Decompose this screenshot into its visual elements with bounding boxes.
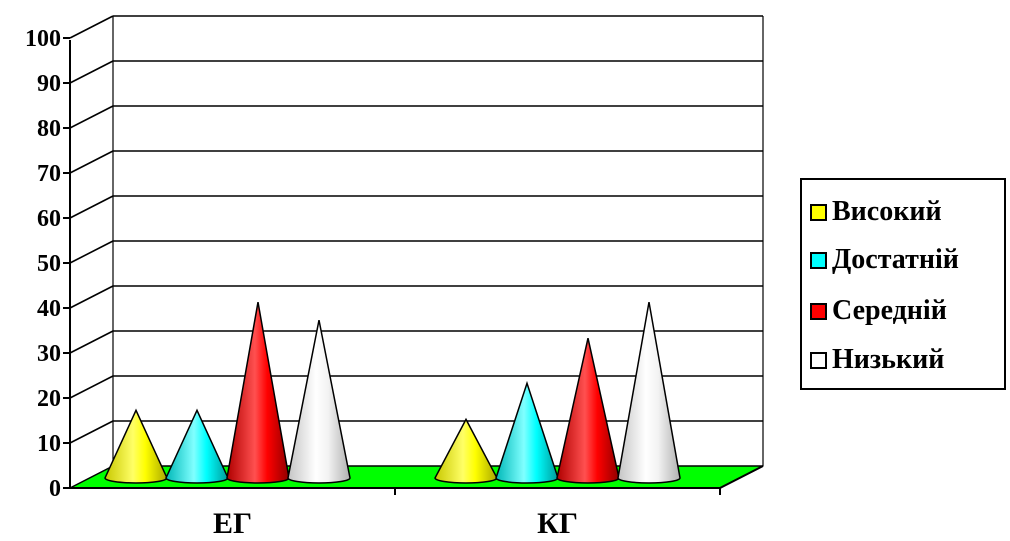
legend-item-high: Високий [810,192,942,232]
cone-body [226,301,290,484]
cone [434,417,498,484]
cone [617,301,681,484]
legend: Високий Достатній Середній Низький [800,178,1006,390]
gridline-diagonal [69,195,114,219]
x-category-label: ЕГ [213,507,252,540]
y-tick-label: 70 [37,161,61,187]
cone-body [434,417,498,484]
y-tick-label: 20 [37,386,61,412]
gridline-diagonal [69,150,114,174]
gridline-diagonal [69,420,114,444]
gridline-diagonal [69,240,114,264]
cone-body [556,338,620,484]
legend-label-high: Високий [832,196,942,227]
legend-label-medium: Середній [832,295,947,326]
gridline-diagonal [69,15,114,39]
cone-body [495,380,559,484]
gridline-diagonal [69,285,114,309]
gridline-diagonal [69,105,114,129]
y-tick-label: 60 [37,206,61,232]
y-tick-label: 100 [25,26,61,52]
legend-swatch-medium [810,302,827,320]
cone-body [617,301,681,484]
x-axis-categories: ЕГ КГ [213,488,721,540]
y-axis-ticks: 0 10 20 30 40 50 60 70 80 90 100 [25,26,70,502]
gridline-diagonal [69,330,114,354]
legend-label-sufficient: Достатній [832,244,959,275]
y-tick-label: 10 [37,431,61,457]
y-tick-label: 50 [37,251,61,277]
y-tick-label: 0 [49,476,61,502]
legend-swatch-sufficient [810,251,827,269]
gridline-diagonal [69,375,114,399]
cone [287,320,351,484]
cone [495,380,559,484]
gridline-diagonal [69,60,114,84]
legend-label-low: Низький [832,344,945,375]
x-category-label: КГ [537,507,578,540]
legend-item-sufficient: Достатній [810,240,959,280]
legend-swatch-low [810,351,827,369]
y-tick-label: 40 [37,296,61,322]
cone [226,301,290,484]
legend-item-low: Низький [810,340,944,380]
y-tick-label: 90 [37,71,61,97]
cones [104,301,681,484]
gridlines [69,15,764,466]
floor-right-edge [719,465,764,489]
cone [556,338,620,484]
y-tick-label: 30 [37,341,61,367]
legend-item-medium: Середній [810,291,947,331]
legend-swatch-high [810,203,827,221]
cone-body [287,320,351,484]
y-tick-label: 80 [37,116,61,142]
